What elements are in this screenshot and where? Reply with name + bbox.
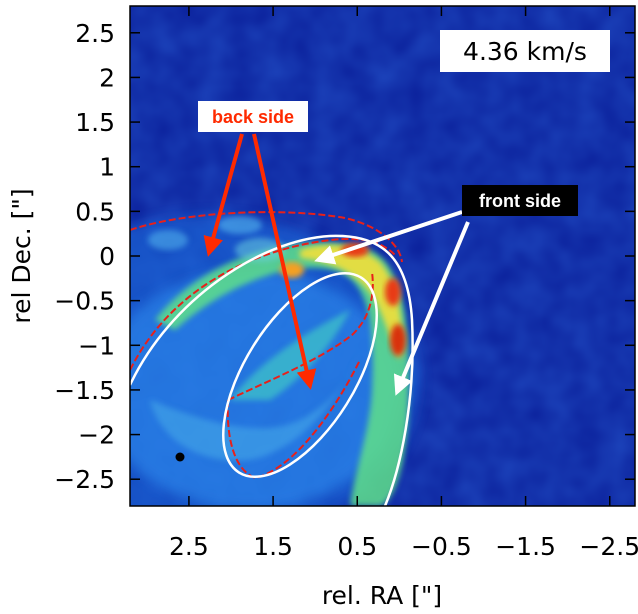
x-tick-label: −1.5 [495,532,556,561]
back-side-arrow-1 [203,133,244,257]
y-tick-label: 0.5 [75,197,115,226]
y-tick-label: −2.5 [54,465,115,494]
beam-marker [175,452,185,462]
x-tick-label: −0.5 [411,532,472,561]
front-side-inner-ellipse [222,271,378,479]
front-side-label: front side [479,191,561,211]
y-tick-label: 0 [99,242,115,271]
back-side-label-box [198,101,308,132]
axis-ticks: 2.5 1.5 0.5 −0.5 −1.5 −2.5 2.5 2 1.5 1 0.5 0 −0.5 −1 −… [54,6,638,561]
back-side-inner-curve [227,271,374,401]
y-tick-label: 2.5 [75,19,115,48]
velocity-label-box [440,30,610,72]
ring-hot-spots [300,244,402,360]
y-tick-label: −1.5 [54,376,115,405]
front-side-annotation: front side [314,185,578,396]
clump-2 [148,230,188,250]
velocity-label: 4.36 km/s [463,37,587,66]
clump-1 [218,216,262,234]
back-side-label: back side [212,107,294,127]
lower-arm [150,350,360,461]
y-tick-label: 2 [99,63,115,92]
inner-arm [230,310,350,400]
y-tick-label: 1.5 [75,108,115,137]
x-tick-label: 0.5 [337,532,377,561]
y-tick-label: −0.5 [54,287,115,316]
hot-spot-2 [385,278,401,306]
hot-spot-3 [390,324,406,356]
clump-3 [235,238,285,262]
y-tick-label: −1 [78,331,115,360]
x-tick-label: −2.5 [579,532,638,561]
back-side-annotation: back side [198,101,317,390]
front-side-label-box [462,185,578,216]
back-side-arrow-2 [252,133,317,390]
front-side-arrow-2 [393,221,470,396]
x-axis-title: rel. RA ["] [322,581,442,610]
y-axis-title: rel Dec. ["] [7,188,36,323]
front-side-arrow-1 [314,210,463,265]
x-tick-label: 2.5 [169,532,209,561]
y-tick-label: −2 [78,421,115,450]
heatmap-image [130,6,635,506]
x-tick-label: 1.5 [253,532,293,561]
back-side-outer-curve [130,211,403,263]
y-tick-label: 1 [99,153,115,182]
front-side-outer-ellipse [130,234,414,506]
